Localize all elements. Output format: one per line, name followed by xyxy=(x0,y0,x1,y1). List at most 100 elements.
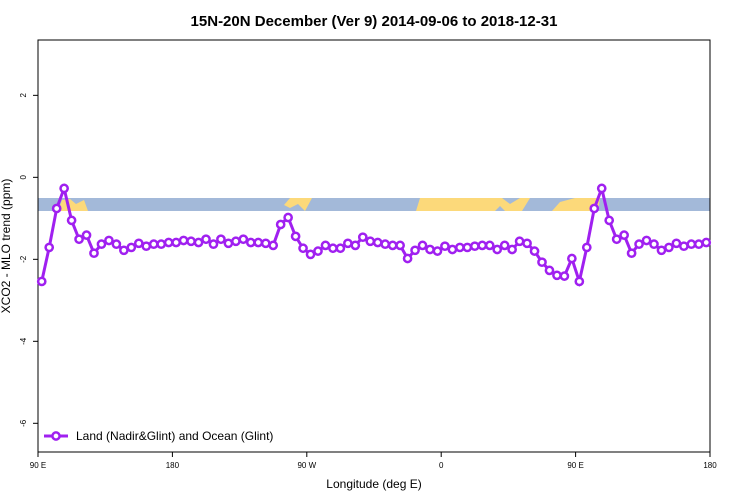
x-tick-label: 180 xyxy=(703,461,717,470)
data-point xyxy=(193,237,204,248)
y-axis-label: XCO2 - MLO trend (ppm) xyxy=(0,179,13,314)
data-point xyxy=(178,235,189,246)
data-point xyxy=(245,237,256,248)
data-point xyxy=(141,241,152,252)
x-tick-label: 0 xyxy=(439,461,444,470)
data-point xyxy=(529,246,540,256)
data-point xyxy=(664,242,674,253)
data-point xyxy=(372,237,383,248)
data-point xyxy=(559,271,570,281)
data-point xyxy=(81,230,92,240)
y-tick-label: 2 xyxy=(19,93,28,98)
data-point xyxy=(148,239,159,250)
data-point xyxy=(335,243,346,254)
x-tick-label: 90 W xyxy=(297,461,316,470)
data-point xyxy=(328,243,338,254)
data-point xyxy=(641,235,652,246)
data-point xyxy=(507,244,517,255)
data-point xyxy=(186,236,196,247)
data-point xyxy=(574,276,585,287)
x-axis-label: Longitude (deg E) xyxy=(326,477,421,491)
data-point xyxy=(133,238,144,249)
data-point xyxy=(432,246,443,256)
data-point xyxy=(253,237,264,248)
data-point xyxy=(171,237,181,248)
data-point xyxy=(350,240,361,251)
data-point xyxy=(484,240,495,251)
data-point xyxy=(440,241,450,252)
data-point xyxy=(275,219,286,230)
data-point xyxy=(537,257,547,268)
data-point xyxy=(425,244,435,255)
data-point xyxy=(201,234,211,245)
data-point xyxy=(156,239,167,250)
data-point xyxy=(671,238,682,249)
data-point xyxy=(589,203,600,214)
y-tick-label: -2 xyxy=(19,255,28,263)
data-point xyxy=(320,240,331,251)
data-point xyxy=(260,238,271,249)
data-point xyxy=(283,212,293,223)
data-point xyxy=(51,203,62,214)
data-point xyxy=(44,242,55,253)
data-point xyxy=(290,231,301,242)
data-point xyxy=(231,236,241,247)
x-tick-label: 90 E xyxy=(30,461,46,470)
plot-frame xyxy=(37,39,711,453)
data-point xyxy=(380,239,391,250)
data-point xyxy=(604,215,615,226)
data-point xyxy=(701,237,712,248)
data-point xyxy=(238,234,249,245)
y-tick-label: 0 xyxy=(19,175,28,180)
data-point xyxy=(649,239,659,250)
data-point xyxy=(477,240,488,251)
data-point xyxy=(686,239,697,250)
data-point xyxy=(395,240,405,251)
data-point xyxy=(611,234,622,245)
chart-title: 15N-20N December (Ver 9) 2014-09-06 to 2… xyxy=(191,13,558,30)
data-point xyxy=(462,242,473,253)
data-point xyxy=(163,237,174,248)
data-point xyxy=(66,215,77,226)
data-point xyxy=(59,183,69,194)
data-point xyxy=(634,239,644,250)
data-point xyxy=(596,183,607,194)
data-point xyxy=(104,235,114,246)
data-point xyxy=(36,276,47,287)
data-point xyxy=(499,240,510,251)
data-point xyxy=(619,230,629,240)
data-point xyxy=(365,236,376,247)
data-point xyxy=(119,245,129,256)
data-point xyxy=(544,265,555,276)
data-point xyxy=(581,242,592,253)
data-point xyxy=(679,241,689,252)
data-point xyxy=(469,241,480,252)
x-tick-label: 90 E xyxy=(567,461,583,470)
data-point xyxy=(126,242,137,253)
data-point xyxy=(567,253,577,264)
data-point xyxy=(417,240,428,251)
data-point xyxy=(357,232,368,243)
x-tick-label: 180 xyxy=(166,461,180,470)
data-point xyxy=(216,234,226,245)
data-point xyxy=(208,239,219,250)
data-point xyxy=(693,239,704,250)
data-point xyxy=(298,243,308,254)
data-point xyxy=(552,270,562,281)
data-point xyxy=(268,240,279,251)
data-point xyxy=(626,248,637,259)
data-point xyxy=(313,246,323,256)
data-point xyxy=(514,236,525,247)
data-point xyxy=(305,249,316,260)
data-point xyxy=(111,239,122,250)
land-ocean-strip xyxy=(38,198,710,211)
data-point xyxy=(455,242,465,253)
legend-marker xyxy=(51,431,61,441)
data-point xyxy=(387,240,398,251)
data-point xyxy=(74,234,84,245)
data-point xyxy=(89,248,99,259)
data-point xyxy=(492,244,503,255)
data-point xyxy=(402,253,413,264)
data-point xyxy=(343,238,353,249)
